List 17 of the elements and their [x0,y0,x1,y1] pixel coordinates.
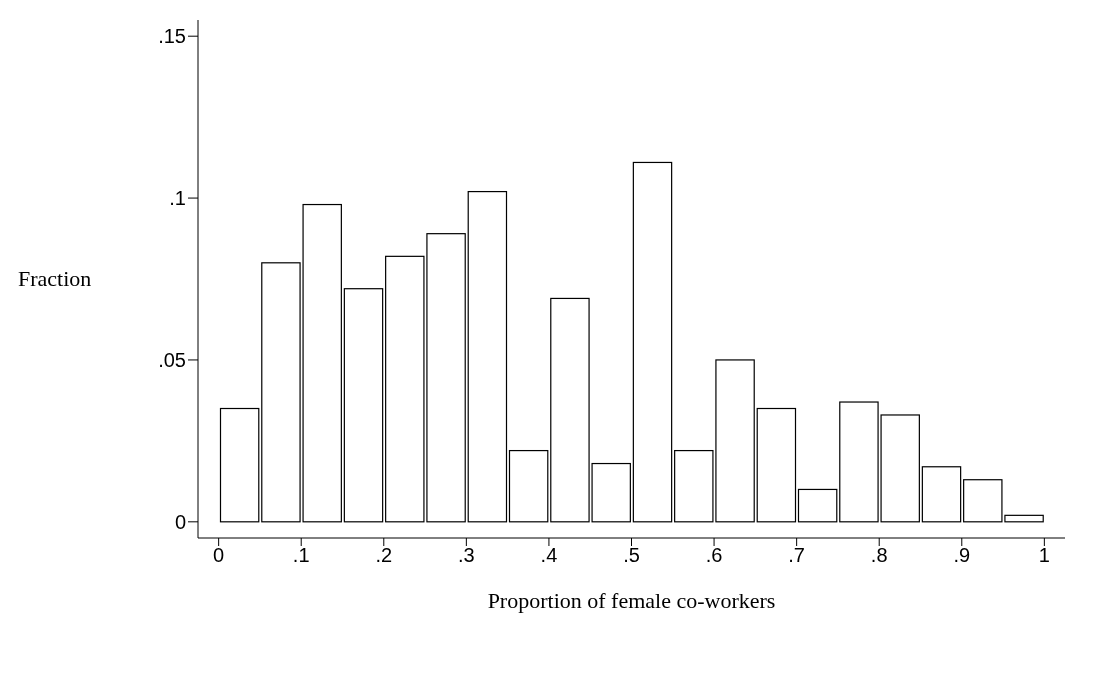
x-tick-label: 1 [1038,544,1050,567]
y-tick-label: .05 [158,349,186,372]
x-tick-label: 0 [213,544,225,567]
x-tick-label: .2 [375,544,393,567]
x-axis-title: Proportion of female co-workers [487,588,776,613]
y-axis-title: Fraction [18,266,92,292]
x-tick-label: .5 [623,544,640,567]
y-tick-label: .15 [158,25,186,48]
x-tick-label: .3 [458,544,475,567]
y-tick-label: .1 [169,187,186,210]
x-tick-label: .8 [870,544,888,567]
x-tick-label: .9 [953,544,971,567]
x-tick-label: .1 [292,544,310,567]
x-tick-label: .7 [788,544,805,567]
x-tick-label: .6 [705,544,723,567]
y-tick-label: 0 [174,510,186,533]
x-tick-label: .4 [540,544,558,567]
